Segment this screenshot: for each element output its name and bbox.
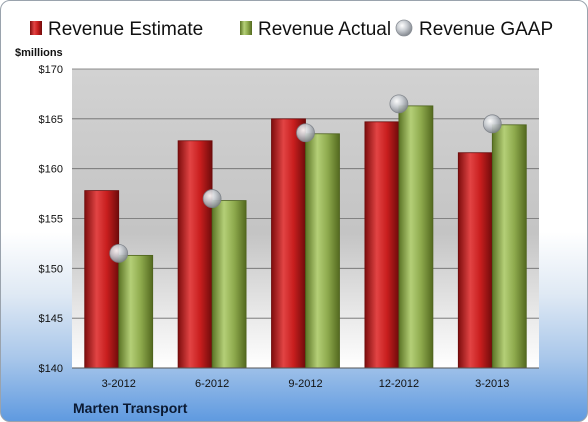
y-axis-ticks: $140 $145 $150 $155 $160 $165 $170 — [39, 64, 63, 375]
legend-label-estimate: Revenue Estimate — [48, 19, 203, 40]
y-tick-label: $160 — [39, 164, 63, 176]
x-tick-label: 6-2012 — [195, 378, 229, 390]
y-tick-label: $155 — [39, 214, 63, 226]
gaap-point — [482, 114, 502, 134]
gaap-points — [109, 94, 502, 263]
legend-swatch-gaap — [395, 19, 413, 37]
legend: Revenue Estimate Revenue Actual Revenue … — [30, 19, 553, 40]
x-tick-label: 9-2012 — [288, 378, 322, 390]
legend-label-actual: Revenue Actual — [258, 19, 391, 40]
legend-swatch-estimate — [30, 21, 42, 35]
actual-bar — [211, 200, 247, 369]
x-tick-label: 3-2012 — [102, 378, 136, 390]
gaap-point — [389, 94, 409, 114]
y-tick-label: $170 — [39, 64, 63, 76]
actual-bar — [305, 133, 340, 369]
y-tick-label: $165 — [39, 114, 63, 126]
legend-label-gaap: Revenue GAAP — [419, 19, 553, 40]
actual-bar — [491, 124, 527, 369]
x-tick-label: 12-2012 — [379, 378, 419, 390]
estimate-bar — [177, 140, 213, 369]
company-name: Marten Transport — [73, 400, 188, 416]
y-tick-label: $140 — [39, 363, 63, 375]
actual-bar — [398, 105, 434, 369]
estimate-bar — [84, 190, 120, 369]
y-axis-unit-label: $millions — [15, 47, 63, 59]
gaap-point — [296, 123, 315, 143]
legend-swatch-actual — [240, 21, 252, 35]
gaap-point — [202, 189, 222, 208]
x-axis-ticks: 3-2012 6-2012 9-2012 12-2012 3-2013 — [102, 378, 510, 390]
estimate-bar — [364, 121, 400, 369]
estimate-bar — [457, 152, 493, 369]
estimate-bar — [271, 118, 306, 369]
gaap-point — [109, 243, 129, 263]
x-tick-label: 3-2013 — [475, 378, 509, 390]
y-tick-label: $150 — [39, 263, 63, 275]
actual-bar — [118, 254, 154, 369]
y-tick-label: $145 — [39, 313, 63, 325]
